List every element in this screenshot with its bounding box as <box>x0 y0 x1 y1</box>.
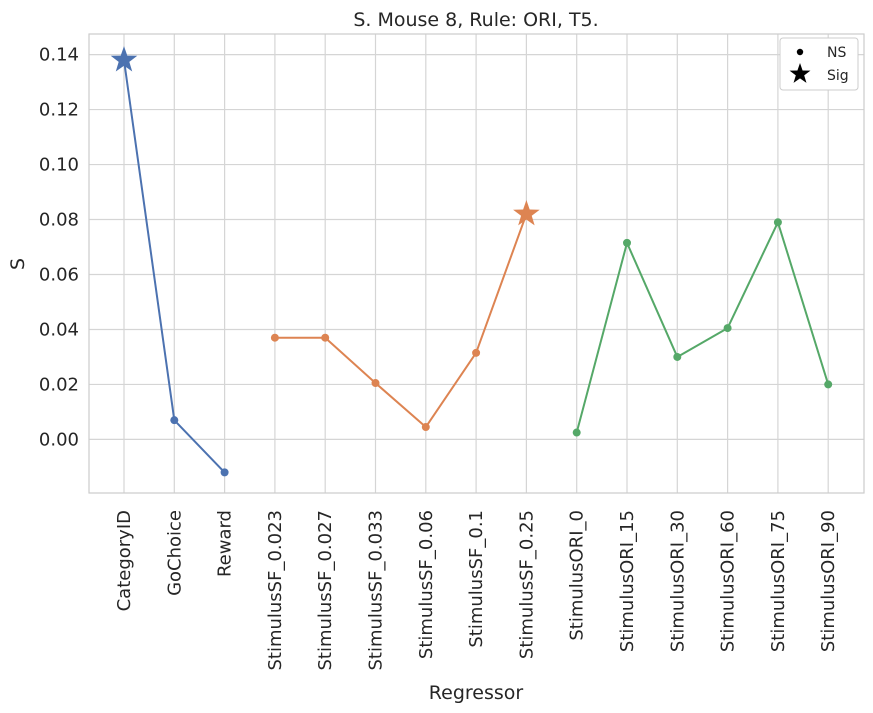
data-point <box>623 238 631 247</box>
y-ticks: 0.00 0.02 0.04 0.06 0.08 0.10 0.12 0.14 <box>39 45 79 451</box>
data-point-sig <box>513 200 540 226</box>
legend-sig-marker <box>789 63 811 83</box>
legend: NS Sig <box>779 37 859 91</box>
x-tick-label: StimulusSF_0.023 <box>265 510 286 671</box>
data-point <box>673 352 682 361</box>
grid <box>89 34 864 493</box>
y-tick-label: 0.02 <box>39 374 79 395</box>
data-point <box>421 423 430 432</box>
legend-ns-marker <box>796 48 804 56</box>
y-tick-label: 0.10 <box>39 155 79 176</box>
x-tick-label: StimulusSF_0.027 <box>315 510 336 671</box>
x-tick-label: StimulusORI_60 <box>718 510 739 652</box>
data-point <box>270 333 279 342</box>
legend-ns-label: NS <box>827 45 846 61</box>
x-tick-label: StimulusSF_0.1 <box>466 510 487 648</box>
x-ticks: CategoryID GoChoice Reward StimulusSF_0.023… <box>114 510 839 671</box>
data-point <box>220 468 229 477</box>
data-point <box>723 324 732 333</box>
x-tick-label: Reward <box>215 510 236 577</box>
x-tick-label: StimulusSF_0.033 <box>366 510 387 671</box>
data-point <box>472 348 481 357</box>
plot-frame <box>88 33 865 494</box>
data-point <box>572 428 581 437</box>
y-axis-label: S <box>7 258 29 270</box>
x-tick-label: StimulusSF_0.06 <box>416 510 437 659</box>
y-tick-label: 0.00 <box>39 429 79 450</box>
x-axis-label: Regressor <box>429 682 524 704</box>
data-point <box>371 379 380 388</box>
x-tick-label: GoChoice <box>164 510 185 596</box>
data-point <box>824 380 833 389</box>
y-tick-label: 0.12 <box>39 100 79 121</box>
data-point <box>321 333 330 342</box>
y-tick-label: 0.06 <box>39 264 79 285</box>
chart-title: S. Mouse 8, Rule: ORI, T5. <box>353 9 598 31</box>
x-tick-label: StimulusSF_0.25 <box>516 510 537 659</box>
x-tick-label: StimulusORI_30 <box>667 510 688 652</box>
series-line <box>274 213 528 429</box>
data-point <box>170 416 179 425</box>
x-tick-label: StimulusORI_15 <box>617 510 638 652</box>
legend-sig-label: Sig <box>827 68 849 84</box>
y-tick-label: 0.14 <box>39 45 79 66</box>
series-line <box>575 221 830 433</box>
y-tick-label: 0.08 <box>39 210 79 231</box>
y-tick-label: 0.04 <box>39 319 79 340</box>
data-point <box>773 218 782 227</box>
x-tick-label: StimulusORI_75 <box>768 510 789 652</box>
data-point-sig <box>110 46 138 72</box>
x-tick-label: StimulusORI_0 <box>567 510 588 641</box>
x-tick-label: StimulusORI_90 <box>818 510 839 652</box>
series-layer <box>110 46 833 477</box>
x-tick-label: CategoryID <box>114 510 135 611</box>
